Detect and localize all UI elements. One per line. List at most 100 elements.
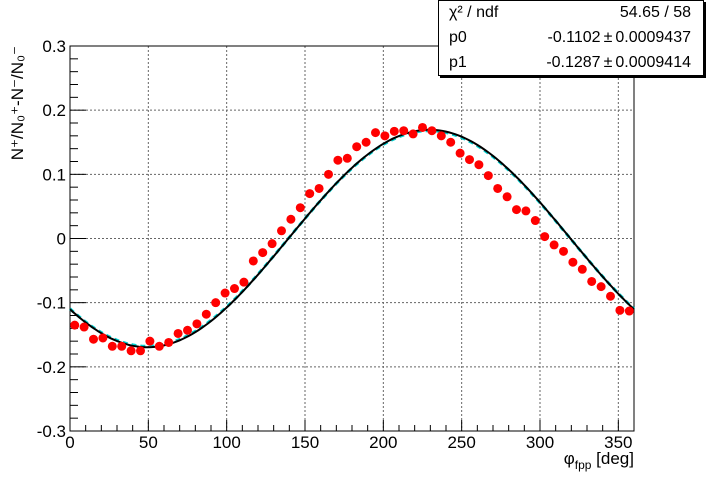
data-point xyxy=(371,128,380,138)
data-point xyxy=(164,337,174,347)
data-point xyxy=(493,183,503,193)
x-tick-label: 250 xyxy=(447,433,475,452)
tick-labels: 0 50 100 150 200 250 300 350 -0.3 -0.2 -0.1 0 0.1 0.2… xyxy=(37,37,633,452)
data-point xyxy=(107,341,117,351)
x-tick-label: 100 xyxy=(212,433,240,452)
data-point xyxy=(624,306,634,316)
stats-key: p0 xyxy=(449,29,467,46)
data-point xyxy=(399,126,409,136)
data-point xyxy=(258,248,268,258)
data-point xyxy=(408,129,418,139)
data-point xyxy=(89,334,98,344)
x-tick-label: 50 xyxy=(139,433,158,452)
data-point xyxy=(201,309,211,319)
stats-value: -0.1102 ±0.0009437 xyxy=(548,29,692,47)
data-point xyxy=(530,216,540,226)
data-point xyxy=(342,153,352,163)
x-tick-label: 150 xyxy=(291,433,319,452)
data-point xyxy=(559,246,568,256)
data-point xyxy=(474,160,484,170)
x-tick-label: 200 xyxy=(369,433,397,452)
data-point xyxy=(606,291,615,301)
data-point xyxy=(465,155,474,165)
data-point xyxy=(230,284,239,294)
y-axis-title: N⁺/N₀⁺-N⁻/N₀⁻ xyxy=(8,46,27,160)
axis-titles: φfpp [deg] N⁺/N₀⁺-N⁻/N₀⁻ xyxy=(8,46,634,472)
data-point xyxy=(540,232,550,242)
data-point xyxy=(277,226,286,236)
y-tick-label: -0.3 xyxy=(37,422,66,441)
y-tick-label: -0.2 xyxy=(37,358,66,377)
y-tick-label: 0 xyxy=(57,230,66,249)
data-point xyxy=(596,282,606,292)
stats-row-chi2: χ² / ndf 54.65 / 58 xyxy=(439,1,703,26)
data-point xyxy=(521,206,531,216)
data-point xyxy=(324,169,333,179)
stats-param-error: 0.0009437 xyxy=(615,29,691,46)
stats-row-p0: p0 -0.1102 ±0.0009437 xyxy=(439,26,703,51)
data-point xyxy=(577,264,587,274)
data-point xyxy=(173,328,183,338)
x-tick-label: 0 xyxy=(65,433,74,452)
data-point xyxy=(295,203,305,213)
data-point xyxy=(389,126,399,136)
stats-key: p1 xyxy=(449,54,467,71)
stats-param-value: -0.1102 xyxy=(547,29,601,46)
data-point xyxy=(70,320,80,330)
y-tick-label: 0.1 xyxy=(42,165,66,184)
data-point xyxy=(286,214,296,224)
data-point xyxy=(333,155,343,165)
data-point xyxy=(502,192,512,202)
data-point xyxy=(305,189,315,199)
data-point xyxy=(117,341,127,351)
data-point xyxy=(446,137,456,147)
x-axis-title: φfpp [deg] xyxy=(564,449,634,472)
stats-key: χ² / ndf xyxy=(449,4,499,21)
data-point xyxy=(483,171,493,181)
y-tick-label: 0.2 xyxy=(42,101,66,120)
stats-value: 54.65 / 58 xyxy=(619,4,691,21)
data-point xyxy=(427,126,437,136)
data-point xyxy=(615,305,625,315)
data-point xyxy=(248,256,258,266)
data-point xyxy=(145,336,155,346)
data-point xyxy=(136,346,145,356)
data-point xyxy=(220,288,230,298)
data-point xyxy=(98,333,108,343)
y-tick-label: 0.3 xyxy=(42,37,66,56)
data-point xyxy=(549,240,559,250)
stats-param-error: 0.0009414 xyxy=(615,54,691,71)
data-point xyxy=(380,131,390,141)
data-point xyxy=(436,131,446,141)
data-point xyxy=(183,325,192,335)
data-point xyxy=(314,183,324,193)
fit-curve xyxy=(69,128,635,349)
axis-ticks xyxy=(69,45,635,432)
data-point xyxy=(79,322,89,332)
data-point xyxy=(568,257,578,267)
plus-minus-sign: ± xyxy=(603,54,613,71)
data-point xyxy=(211,298,221,308)
x-tick-label: 350 xyxy=(604,433,632,452)
data-point xyxy=(154,341,164,351)
data-point xyxy=(126,346,136,356)
data-point xyxy=(455,148,465,158)
data-point xyxy=(418,122,427,132)
y-tick-label: -0.1 xyxy=(37,294,66,313)
data-points xyxy=(70,122,634,356)
data-point xyxy=(361,137,371,147)
data-point xyxy=(239,277,249,287)
stats-value: -0.1287 ±0.0009414 xyxy=(546,54,691,72)
fit-stats-box: χ² / ndf 54.65 / 58 p0 -0.1102 ±0.0009437… xyxy=(438,0,704,76)
stats-param-value: -0.1287 xyxy=(546,54,601,71)
data-point xyxy=(267,239,277,249)
plus-minus-sign: ± xyxy=(603,29,613,46)
x-tick-label: 300 xyxy=(526,433,554,452)
data-point xyxy=(512,205,521,215)
stats-row-p1: p1 -0.1287 ±0.0009414 xyxy=(439,51,703,76)
grid-lines xyxy=(70,46,634,431)
data-point xyxy=(587,276,597,286)
data-point xyxy=(192,319,202,329)
curves xyxy=(68,128,636,349)
